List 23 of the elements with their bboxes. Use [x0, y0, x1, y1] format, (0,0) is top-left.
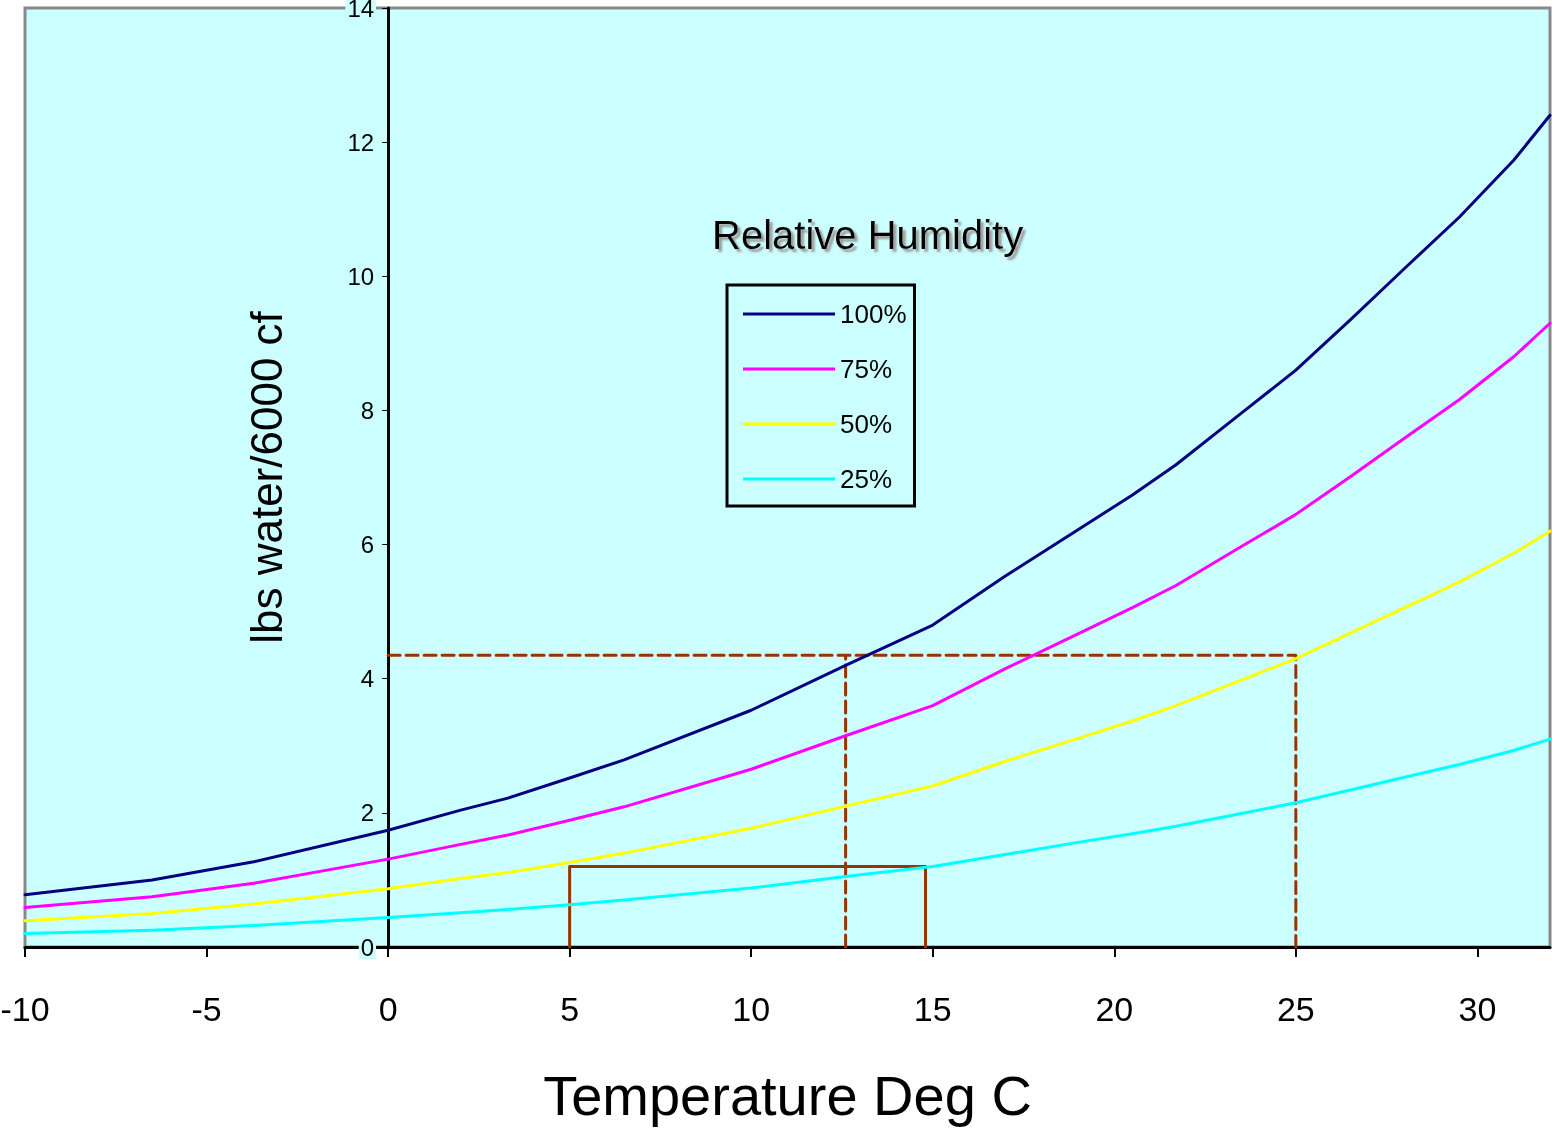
x-tick-label: -10 [0, 990, 50, 1028]
y-tick-label: 4 [360, 665, 375, 693]
legend-label: 25% [840, 464, 893, 494]
x-tick-label: 5 [560, 990, 580, 1028]
x-tick-label: 30 [1458, 990, 1497, 1028]
x-tick-label: 10 [732, 990, 771, 1028]
x-tick-label: 15 [913, 990, 952, 1028]
legend-label: 50% [840, 409, 893, 439]
y-tick-label: 2 [360, 799, 375, 827]
y-tick-label: 8 [360, 396, 375, 424]
x-axis-title: Temperature Deg C [543, 1063, 1032, 1127]
y-axis-title: lbs water/6000 cf [241, 310, 291, 644]
legend-label: 100% [840, 299, 907, 329]
legend-label: 75% [840, 354, 893, 384]
legend-title: Relative Humidity [712, 213, 1024, 257]
y-tick-label: 14 [347, 0, 375, 22]
y-tick-label: 6 [360, 531, 375, 559]
x-tick-label: 25 [1276, 990, 1315, 1028]
y-tick-label: 10 [347, 262, 375, 290]
x-tick-label: -5 [191, 990, 222, 1028]
x-tick-label: 20 [1095, 990, 1134, 1028]
y-tick-label: 0 [360, 933, 375, 961]
y-tick-label: 12 [347, 128, 375, 156]
